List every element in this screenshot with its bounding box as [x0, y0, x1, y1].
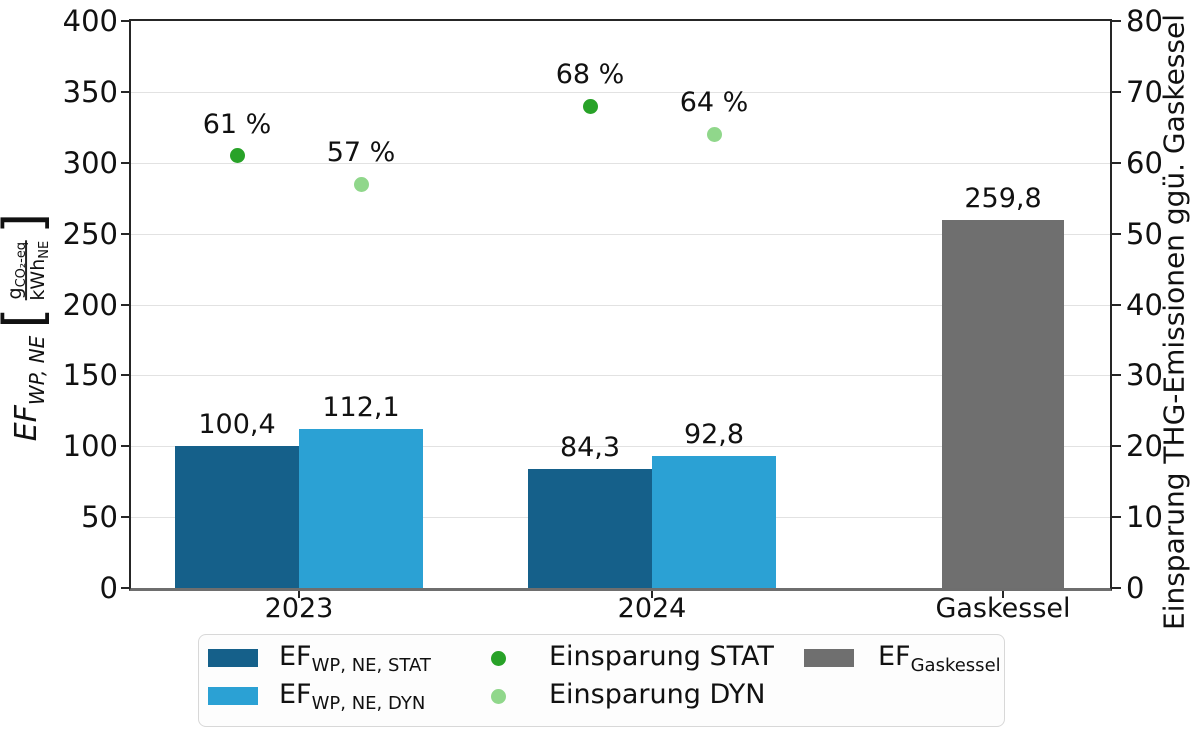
- right-axis-tick-label: 10: [1126, 500, 1163, 535]
- bar-value-label: 92,8: [683, 419, 745, 451]
- legend-label-einsparung-dyn: Einsparung DYN: [549, 679, 766, 710]
- scatter-point: [353, 176, 369, 192]
- x-axis-tick-label: 2024: [617, 593, 687, 624]
- legend-label-ef-stat: EFWP, NE, STAT: [279, 641, 431, 676]
- bar: [942, 219, 1064, 588]
- scatter-point: [229, 148, 245, 164]
- right-axis-tick: [1112, 20, 1121, 22]
- point-percent-label: 64 %: [679, 87, 749, 119]
- left-axis-tick: [121, 232, 130, 235]
- right-axis-tick: [1112, 445, 1121, 448]
- left-axis-tick: [121, 445, 130, 448]
- right-axis-tick: [1112, 303, 1121, 306]
- x-axis-tick: [298, 591, 300, 598]
- gridline: [131, 304, 1110, 306]
- gridline: [131, 233, 1110, 235]
- bar-value-label: 259,8: [964, 182, 1042, 214]
- right-axis-tick-label: 0: [1126, 571, 1145, 605]
- gridline: [131, 375, 1110, 377]
- left-axis-tick-label: 300: [62, 145, 118, 180]
- left-axis-tick-label: 50: [81, 500, 118, 535]
- right-axis-tick: [1112, 161, 1121, 164]
- left-axis-tick-label: 400: [62, 4, 118, 38]
- bar-value-label: 84,3: [559, 431, 621, 463]
- legend-dot-einsparung-stat: [491, 651, 506, 666]
- left-axis-tick: [121, 587, 130, 589]
- left-axis-tick: [121, 374, 130, 377]
- left-axis-tick: [121, 161, 130, 164]
- scatter-point: [582, 98, 598, 114]
- bar: [175, 445, 299, 588]
- legend-label-einsparung-stat: Einsparung STAT: [549, 641, 774, 672]
- right-axis-tick-label: 20: [1126, 429, 1163, 464]
- gridline: [131, 162, 1110, 164]
- left-axis-tick: [121, 20, 130, 22]
- legend-swatch-ef-gaskessel: [804, 649, 854, 667]
- x-axis-tick-label: Gaskessel: [935, 593, 1071, 624]
- right-axis-tick-label: 50: [1126, 216, 1163, 251]
- legend-swatch-ef-dyn: [208, 687, 258, 705]
- right-axis-tick-label: 40: [1126, 287, 1163, 322]
- right-axis-tick: [1112, 232, 1121, 235]
- right-axis-tick-label: 30: [1126, 358, 1163, 393]
- legend-swatch-ef-stat: [208, 649, 258, 667]
- left-axis-tick-label: 200: [62, 287, 118, 322]
- bar-value-label: 100,4: [198, 408, 276, 440]
- point-percent-label: 61 %: [202, 108, 272, 140]
- right-axis-tick: [1112, 587, 1121, 589]
- left-axis-tick-label: 100: [62, 429, 118, 464]
- legend-label-ef-gaskessel: EFGaskessel: [878, 641, 1001, 676]
- bar-value-label: 112,1: [322, 392, 400, 424]
- legend: EFWP, NE, STAT EFWP, NE, DYN Einsparung …: [198, 634, 1005, 727]
- left-axis-tick: [121, 303, 130, 306]
- left-axis-tick: [121, 516, 130, 519]
- point-percent-label: 57 %: [326, 137, 396, 168]
- left-axis-tick-label: 0: [99, 571, 118, 605]
- plot-area: 100,4 84,3 112,1 92,8 259,8 61 % 68 % 57 % 64 %: [129, 19, 1112, 591]
- right-axis-tick-label: 70: [1126, 74, 1163, 109]
- x-axis-tick: [651, 591, 653, 598]
- left-axis-tick: [121, 90, 130, 93]
- x-axis-tick-label: 2023: [264, 593, 334, 624]
- point-percent-label: 68 %: [555, 59, 625, 91]
- right-axis-tick-label: 80: [1126, 4, 1163, 38]
- right-axis-tick: [1112, 374, 1121, 377]
- right-axis-tick-label: 60: [1126, 145, 1163, 180]
- left-axis-tick-label: 150: [62, 358, 118, 393]
- bar: [652, 456, 776, 588]
- gridline: [131, 91, 1110, 93]
- legend-dot-einsparung-dyn: [491, 689, 506, 704]
- right-axis-tick: [1112, 90, 1121, 93]
- left-axis-tick-label: 250: [62, 216, 118, 251]
- left-axis-tick-label: 350: [62, 74, 118, 109]
- scatter-point: [706, 126, 722, 142]
- bar: [528, 468, 652, 588]
- x-axis-tick: [1002, 591, 1004, 598]
- gridline: [131, 446, 1110, 448]
- bar: [299, 429, 423, 588]
- right-axis-tick: [1112, 516, 1121, 519]
- legend-label-ef-dyn: EFWP, NE, DYN: [279, 679, 426, 714]
